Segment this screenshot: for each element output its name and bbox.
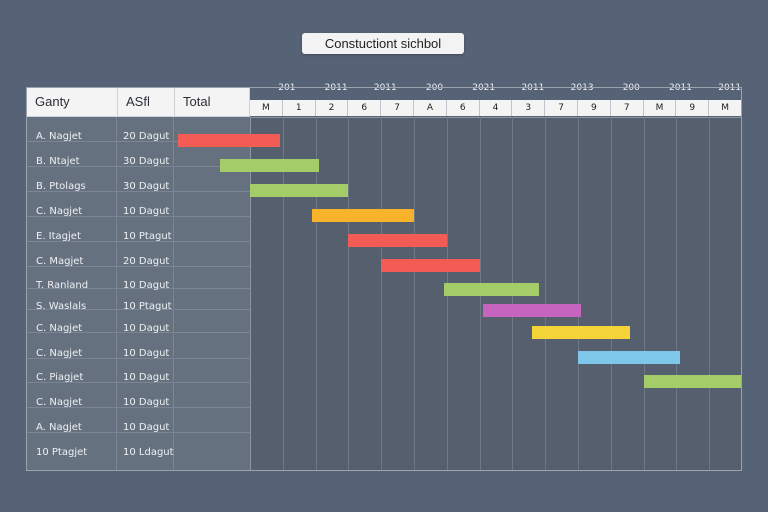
header-task: Ganty bbox=[35, 94, 70, 109]
month-label: M bbox=[250, 100, 283, 116]
task-duration: 20 Dagut bbox=[123, 131, 170, 142]
chart-gridline bbox=[545, 117, 547, 471]
month-label: M bbox=[643, 100, 677, 116]
year-label: 2011 bbox=[373, 83, 397, 93]
row-divider bbox=[26, 358, 250, 359]
row-divider bbox=[26, 166, 250, 167]
month-label: 9 bbox=[578, 100, 611, 116]
task-name: T. Ranland bbox=[36, 280, 89, 291]
month-label: 7 bbox=[610, 100, 644, 116]
month-label: 6 bbox=[446, 100, 480, 116]
task-duration: 10 Ldagut bbox=[123, 447, 174, 458]
task-table-header: Ganty ASfl Total bbox=[26, 87, 250, 117]
year-label: 200 bbox=[425, 83, 444, 93]
gantt-bar[interactable] bbox=[312, 209, 414, 222]
month-label: 7 bbox=[545, 100, 578, 116]
row-divider bbox=[26, 407, 250, 408]
header-total: Total bbox=[174, 88, 249, 116]
month-label: 1 bbox=[282, 100, 316, 116]
gantt-bar[interactable] bbox=[220, 159, 319, 172]
year-label: 2011 bbox=[718, 83, 742, 93]
gantt-bar[interactable] bbox=[532, 326, 631, 339]
task-name: C. Nagjet bbox=[36, 323, 83, 334]
task-name: S. Waslals bbox=[36, 301, 87, 312]
month-label: A bbox=[414, 100, 447, 116]
task-duration: 10 Ptagut bbox=[123, 301, 172, 312]
gantt-bar[interactable] bbox=[482, 304, 582, 317]
task-duration: 10 Dagut bbox=[123, 323, 170, 334]
gantt-bar[interactable] bbox=[443, 283, 539, 296]
task-name: A. Nagjet bbox=[36, 422, 82, 433]
row-divider bbox=[26, 191, 250, 192]
chart-gridline bbox=[610, 117, 612, 471]
task-name: E. Itagjet bbox=[36, 231, 81, 242]
year-label: 2021 bbox=[472, 83, 496, 93]
task-duration: 30 Dagut bbox=[123, 181, 170, 192]
task-duration: 10 Dagut bbox=[123, 397, 170, 408]
task-name: C. Magjet bbox=[36, 256, 84, 267]
row-divider bbox=[26, 309, 250, 310]
task-duration: 20 Dagut bbox=[123, 256, 170, 267]
year-label: 2011 bbox=[521, 83, 545, 93]
chart-gridline bbox=[315, 117, 317, 471]
row-divider bbox=[26, 141, 250, 142]
gantt-bar[interactable] bbox=[178, 134, 280, 147]
chart-gridline bbox=[643, 117, 645, 471]
task-duration: 10 Dagut bbox=[123, 422, 170, 433]
header-duration: ASfl bbox=[117, 88, 174, 116]
year-label: 201 bbox=[278, 83, 296, 93]
task-duration: 10 Dagut bbox=[123, 372, 170, 383]
month-label: 6 bbox=[348, 100, 382, 116]
gantt-bar[interactable] bbox=[348, 234, 447, 247]
task-duration: 10 Ptagut bbox=[123, 231, 172, 242]
row-divider bbox=[26, 382, 250, 383]
column-divider bbox=[116, 117, 117, 471]
task-duration: 10 Dagut bbox=[123, 348, 170, 359]
month-label: 2 bbox=[315, 100, 349, 116]
month-label: M bbox=[709, 100, 742, 116]
task-name: B. Ntajet bbox=[36, 156, 80, 167]
year-label: 2011 bbox=[324, 83, 348, 93]
year-label: 2011 bbox=[669, 83, 692, 93]
task-name: C. Nagjet bbox=[36, 397, 83, 408]
task-name: B. Ptolags bbox=[36, 181, 86, 192]
row-divider bbox=[26, 432, 250, 433]
chart-title: Constuctiont sichbol bbox=[302, 33, 464, 54]
row-divider bbox=[26, 288, 250, 289]
task-name: C. Piagjet bbox=[36, 372, 84, 383]
month-label: 3 bbox=[512, 100, 546, 116]
year-label: 2013 bbox=[570, 83, 594, 93]
chart-gridline bbox=[381, 117, 383, 471]
column-divider bbox=[173, 117, 174, 471]
chart-gridline bbox=[578, 117, 579, 471]
chart-gridline bbox=[414, 117, 415, 471]
gantt-bar[interactable] bbox=[250, 184, 349, 197]
task-name: C. Nagjet bbox=[36, 206, 83, 217]
task-name: 10 Ptagjet bbox=[36, 447, 88, 458]
month-label: 4 bbox=[479, 100, 513, 116]
row-divider bbox=[26, 241, 250, 242]
row-divider bbox=[26, 266, 250, 267]
chart-gridline bbox=[676, 117, 678, 471]
task-duration: 10 Dagut bbox=[123, 280, 170, 291]
gantt-bar[interactable] bbox=[578, 351, 680, 364]
chart-gridline bbox=[709, 117, 711, 471]
task-duration: 30 Dagut bbox=[123, 156, 170, 167]
row-divider bbox=[26, 332, 250, 333]
chart-gridline bbox=[282, 117, 284, 471]
task-table-body bbox=[26, 117, 250, 471]
gantt-bar[interactable] bbox=[643, 375, 742, 388]
month-label: 7 bbox=[381, 100, 414, 116]
row-divider bbox=[26, 216, 250, 217]
gantt-bar[interactable] bbox=[381, 259, 480, 272]
task-duration: 10 Dagut bbox=[123, 206, 170, 217]
task-name: A. Nagjet bbox=[36, 131, 82, 142]
task-name: C. Nagjet bbox=[36, 348, 83, 359]
year-label: 200 bbox=[622, 83, 640, 93]
month-label: 9 bbox=[676, 100, 710, 116]
chart-gridline bbox=[348, 117, 350, 471]
